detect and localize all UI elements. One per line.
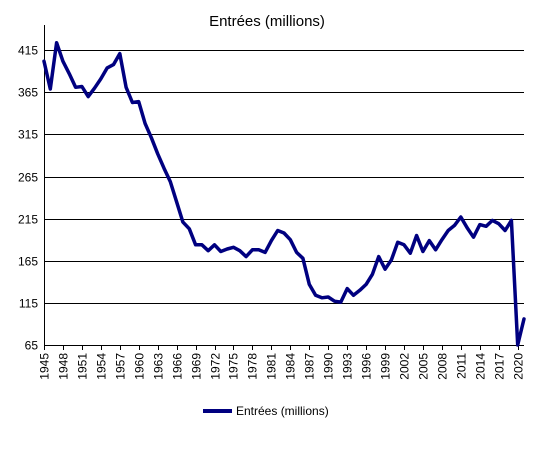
series-line (42, 40, 526, 347)
x-tick-label: 1951 (76, 353, 90, 380)
y-tick-label: 365 (18, 86, 38, 100)
y-tick-label: 315 (18, 128, 38, 142)
x-tick-label: 1999 (379, 353, 393, 380)
x-tick-label: 1948 (57, 353, 71, 380)
x-tick-label: 1945 (38, 353, 52, 380)
x-tick-label: 1960 (133, 353, 147, 380)
x-tick-label: 1981 (265, 353, 279, 380)
legend-label: Entrées (millions) (236, 404, 329, 418)
x-tick-label: 2017 (493, 353, 507, 380)
grid-lines (44, 50, 524, 304)
x-tick-label: 1966 (171, 353, 185, 380)
x-tick-label: 1957 (114, 353, 128, 380)
x-tick-label: 2020 (512, 353, 526, 380)
legend: Entrées (millions) (203, 404, 329, 418)
y-tick-label: 215 (18, 213, 38, 227)
series-lines (42, 40, 526, 347)
axes (44, 25, 524, 350)
x-tick-label: 2014 (474, 353, 488, 380)
x-tick-label: 1969 (190, 353, 204, 380)
x-tick-label: 1990 (322, 353, 336, 380)
x-tick-labels: 1945 1948 1951 1954 1957 1960 1963 1966 1969 1972… (38, 353, 526, 380)
y-tick-label: 415 (18, 44, 38, 58)
x-tick-label: 2008 (436, 353, 450, 380)
x-tick-label: 1978 (246, 353, 260, 380)
x-tick-label: 1975 (227, 353, 241, 380)
x-tick-label: 1972 (209, 353, 223, 380)
x-tick-label: 1963 (152, 353, 166, 380)
x-tick-label: 2002 (398, 353, 412, 380)
x-tick-label: 1993 (341, 353, 355, 380)
y-tick-label: 165 (18, 255, 38, 269)
y-tick-label: 115 (19, 297, 38, 311)
x-tick-label: 1984 (284, 353, 298, 380)
y-tick-label: 65 (25, 339, 39, 353)
y-tick-labels: 65 115 165 215 265 315 365 415 (18, 44, 38, 353)
x-tick-label: 2011 (455, 353, 469, 379)
x-tick-label: 1954 (95, 353, 109, 380)
y-tick-label: 265 (18, 171, 38, 185)
chart-title: Entrées (millions) (209, 13, 325, 30)
x-tick-label: 2005 (417, 353, 431, 380)
x-tick-label: 1987 (303, 353, 317, 380)
x-tick-label: 1996 (360, 353, 374, 380)
